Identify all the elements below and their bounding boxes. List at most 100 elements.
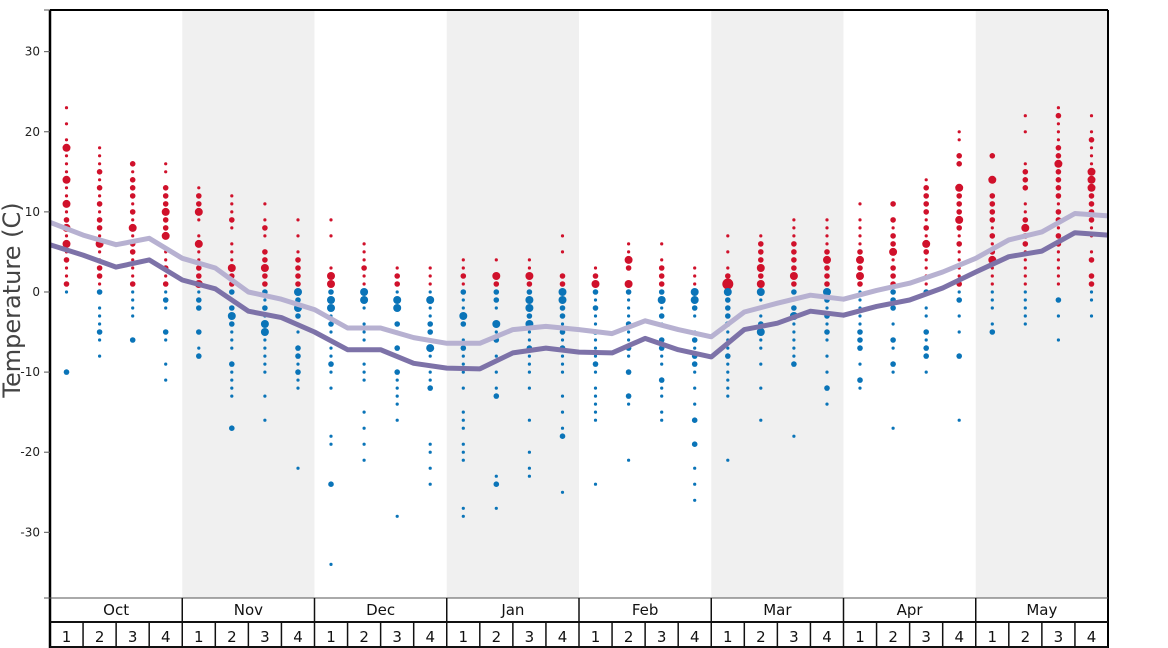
- warm-observation-dot: [62, 199, 71, 208]
- cold-observation-dot: [494, 386, 498, 390]
- warm-observation-dot: [1056, 226, 1060, 230]
- warm-observation-dot: [164, 170, 168, 174]
- warm-observation-dot: [64, 122, 69, 126]
- cold-observation-dot: [229, 361, 235, 367]
- warm-observation-dot: [96, 169, 103, 175]
- cold-observation-dot: [824, 329, 830, 335]
- month-label-may: May: [1026, 601, 1057, 619]
- cold-observation-dot: [328, 321, 334, 327]
- cold-observation-dot: [527, 386, 532, 390]
- warm-observation-dot: [295, 273, 301, 279]
- warm-observation-dot: [98, 234, 102, 238]
- warm-observation-dot: [129, 281, 136, 287]
- cold-observation-dot: [658, 289, 665, 295]
- cold-observation-dot: [924, 306, 928, 310]
- warm-observation-dot: [1087, 183, 1096, 192]
- cold-observation-dot: [428, 482, 432, 486]
- cold-observation-dot: [691, 305, 698, 311]
- warm-observation-dot: [923, 193, 929, 199]
- cold-observation-dot: [625, 369, 632, 375]
- cold-observation-dot: [791, 305, 797, 311]
- week-label: 1: [988, 628, 998, 646]
- warm-observation-dot: [227, 264, 236, 272]
- warm-observation-dot: [196, 193, 202, 199]
- warm-observation-dot: [789, 272, 798, 280]
- cold-observation-dot: [792, 322, 796, 326]
- warm-observation-dot: [164, 162, 168, 166]
- warm-observation-dot: [591, 280, 600, 288]
- warm-observation-dot: [923, 209, 929, 215]
- warm-observation-dot: [262, 249, 268, 255]
- average-lines: [49, 211, 1109, 372]
- cold-observation-dot: [362, 306, 366, 310]
- cold-observation-dot: [98, 322, 102, 326]
- cold-observation-dot: [493, 393, 500, 399]
- warm-observation-dot: [627, 242, 631, 246]
- warm-observation-dot: [296, 250, 300, 254]
- cold-observation-dot: [1089, 314, 1094, 318]
- warm-observation-dot: [989, 201, 996, 207]
- cold-observation-dot: [527, 370, 532, 374]
- warm-observation-dot: [924, 218, 928, 222]
- cold-observation-dot: [64, 290, 69, 294]
- cold-observation-dot: [394, 345, 401, 351]
- cold-observation-dot: [593, 346, 598, 350]
- cold-observation-dot: [393, 304, 402, 312]
- warm-observation-dot: [1022, 241, 1029, 247]
- cold-observation-dot: [460, 289, 467, 295]
- warm-observation-dot: [263, 202, 267, 206]
- warm-observation-dot: [230, 210, 234, 214]
- cold-observation-dot: [362, 338, 366, 342]
- cold-observation-dot: [329, 434, 333, 438]
- warm-observation-dot: [1089, 146, 1094, 150]
- warm-observation-dot: [956, 209, 962, 215]
- cold-observation-dot: [229, 289, 235, 295]
- cold-observation-dot: [527, 338, 532, 342]
- week-label: 2: [359, 628, 369, 646]
- cold-observation-dot: [229, 305, 235, 311]
- warm-observation-dot: [262, 281, 268, 287]
- cold-observation-dot: [559, 433, 566, 440]
- cold-observation-dot: [658, 377, 665, 383]
- cold-observation-dot: [362, 322, 366, 326]
- cold-observation-dot: [527, 466, 532, 470]
- cold-observation-dot: [196, 305, 202, 311]
- warm-observation-dot: [957, 258, 961, 262]
- cold-observation-dot: [759, 346, 763, 350]
- cold-observation-dot: [494, 474, 498, 478]
- cold-observation-dot: [957, 330, 961, 334]
- cold-observation-dot: [726, 386, 730, 390]
- cold-observation-dot: [891, 370, 895, 374]
- cold-observation-dot: [923, 345, 929, 351]
- warm-observation-dot: [1056, 274, 1060, 278]
- warm-observation-dot: [131, 266, 135, 270]
- warm-observation-dot: [923, 249, 929, 255]
- cold-observation-dot: [726, 458, 730, 462]
- cold-observation-dot: [395, 394, 399, 398]
- cold-observation-dot: [296, 466, 300, 470]
- cold-observation-dot: [426, 296, 435, 304]
- warm-observation-dot: [96, 273, 103, 279]
- warm-observation-dot: [924, 258, 928, 262]
- warm-observation-dot: [791, 257, 797, 263]
- warm-observation-dot: [559, 273, 566, 279]
- warm-observation-dot: [1088, 217, 1095, 223]
- month-label-nov: Nov: [234, 601, 263, 619]
- cold-observation-dot: [627, 330, 631, 334]
- cold-observation-dot: [527, 474, 532, 478]
- cold-observation-dot: [791, 361, 797, 367]
- cold-observation-dot: [362, 442, 366, 446]
- cold-observation-dot: [526, 313, 533, 319]
- warm-observation-dot: [461, 266, 465, 270]
- cold-observation-dot: [593, 338, 598, 342]
- warm-observation-dot: [890, 241, 896, 247]
- warm-observation-dot: [197, 250, 201, 254]
- warm-observation-dot: [428, 282, 432, 286]
- week-label: 1: [459, 628, 469, 646]
- cold-observation-dot: [759, 298, 763, 302]
- warm-observation-dot: [64, 138, 69, 142]
- warm-observation-dot: [1087, 175, 1096, 184]
- cold-observation-dot: [989, 329, 996, 335]
- warm-observation-dot: [624, 280, 633, 288]
- month-label-apr: Apr: [897, 601, 924, 619]
